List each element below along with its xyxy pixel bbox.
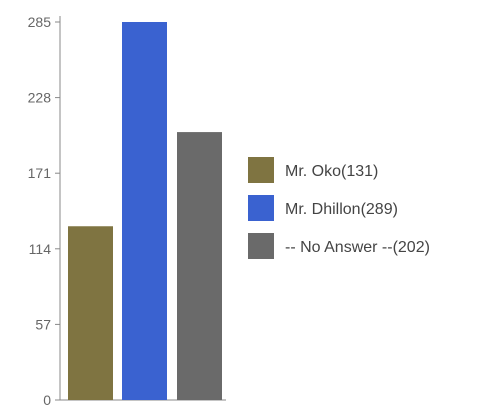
axis-layer: 0 57 114 171 228 285: [28, 14, 226, 406]
y-tick-label: 114: [29, 241, 52, 257]
y-tick-label: 57: [35, 316, 51, 332]
bar-mr-oko: [68, 226, 113, 400]
legend-swatch: [248, 195, 274, 221]
y-tick-label: 0: [43, 392, 51, 406]
y-tick-label: 171: [28, 165, 52, 181]
legend: Mr. Oko(131) Mr. Dhillon(289) -- No Answer…: [248, 157, 430, 259]
bar-mr-dhillon: [122, 22, 167, 400]
y-tick-label: 285: [28, 14, 52, 30]
legend-label: Mr. Oko(131): [285, 163, 378, 180]
legend-label: Mr. Dhillon(289): [285, 201, 398, 218]
legend-swatch: [248, 157, 274, 183]
legend-swatch: [248, 233, 274, 259]
bar-no-answer: [177, 132, 222, 400]
y-tick-label: 228: [28, 90, 52, 106]
legend-label: -- No Answer --(202): [285, 239, 430, 256]
bar-layer: [68, 22, 222, 400]
